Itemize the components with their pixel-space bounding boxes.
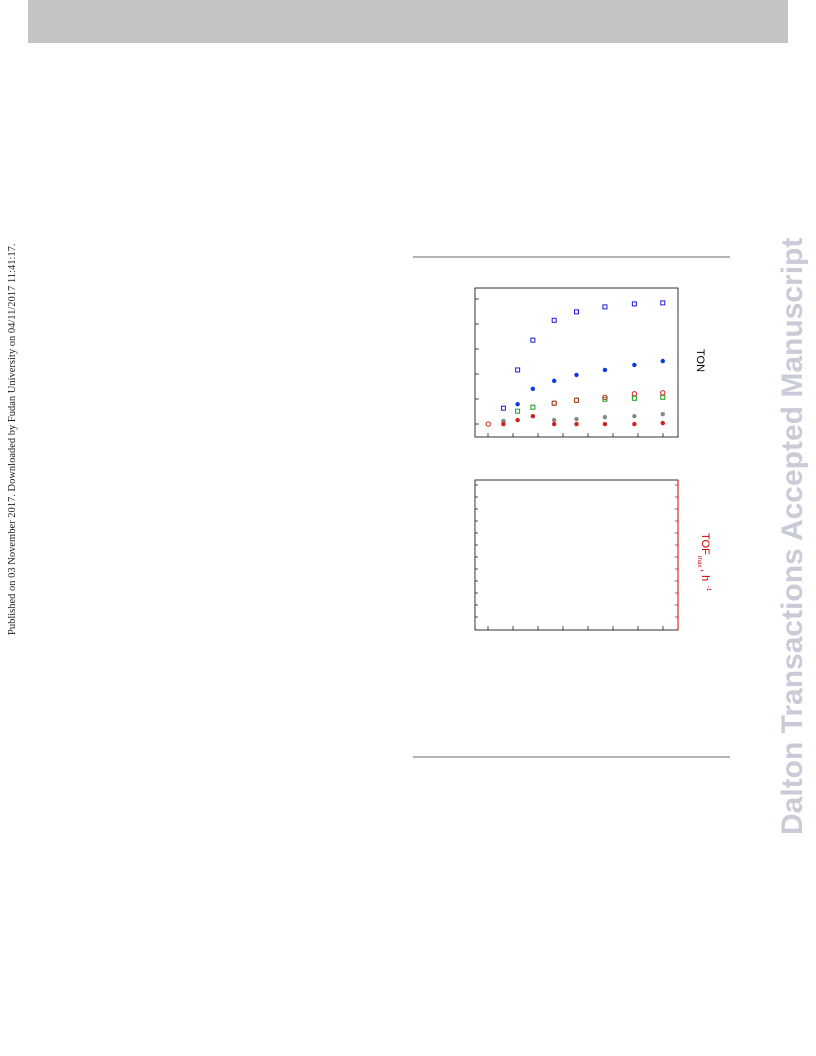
point xyxy=(530,413,536,419)
point xyxy=(574,309,579,315)
point xyxy=(574,372,579,378)
point xyxy=(632,362,637,368)
y2-label-sup: -1 xyxy=(705,586,711,592)
point xyxy=(602,367,608,373)
point xyxy=(530,386,536,392)
point xyxy=(515,402,520,407)
point xyxy=(485,421,491,427)
point xyxy=(551,421,557,427)
watermark: Dalton Transactions Accepted Manuscript xyxy=(776,238,809,835)
point xyxy=(660,300,666,306)
point xyxy=(551,417,557,423)
y2-label-sub: max xyxy=(696,556,702,567)
point xyxy=(660,358,665,364)
header-bar xyxy=(28,0,788,43)
point xyxy=(660,420,665,426)
point xyxy=(530,337,536,343)
y-label: TON xyxy=(694,349,706,372)
point xyxy=(632,413,637,419)
point xyxy=(602,394,608,400)
sidebar-note: Published on 03 November 2017. Downloade… xyxy=(7,244,18,635)
point xyxy=(660,394,666,400)
point xyxy=(500,405,506,411)
point xyxy=(631,395,637,401)
point xyxy=(660,411,665,417)
point xyxy=(602,421,608,427)
point xyxy=(530,404,536,410)
point xyxy=(515,417,520,423)
plot-frame xyxy=(474,287,679,438)
y2-label: TOF max , h -1 xyxy=(696,533,711,592)
point xyxy=(551,400,557,406)
point xyxy=(551,317,557,323)
point xyxy=(602,396,608,402)
point xyxy=(515,408,521,414)
plot-frame xyxy=(474,479,679,631)
point xyxy=(551,378,557,384)
point xyxy=(602,304,608,310)
point xyxy=(631,391,638,397)
point xyxy=(574,421,579,427)
point xyxy=(573,397,580,403)
y2-label-mid: , h xyxy=(699,569,711,581)
point xyxy=(501,421,506,427)
point xyxy=(631,301,637,307)
point xyxy=(515,367,521,373)
point xyxy=(632,421,637,427)
point xyxy=(574,416,579,422)
point xyxy=(660,390,666,396)
y2-label-main: TOF xyxy=(699,533,711,555)
point xyxy=(602,414,608,420)
